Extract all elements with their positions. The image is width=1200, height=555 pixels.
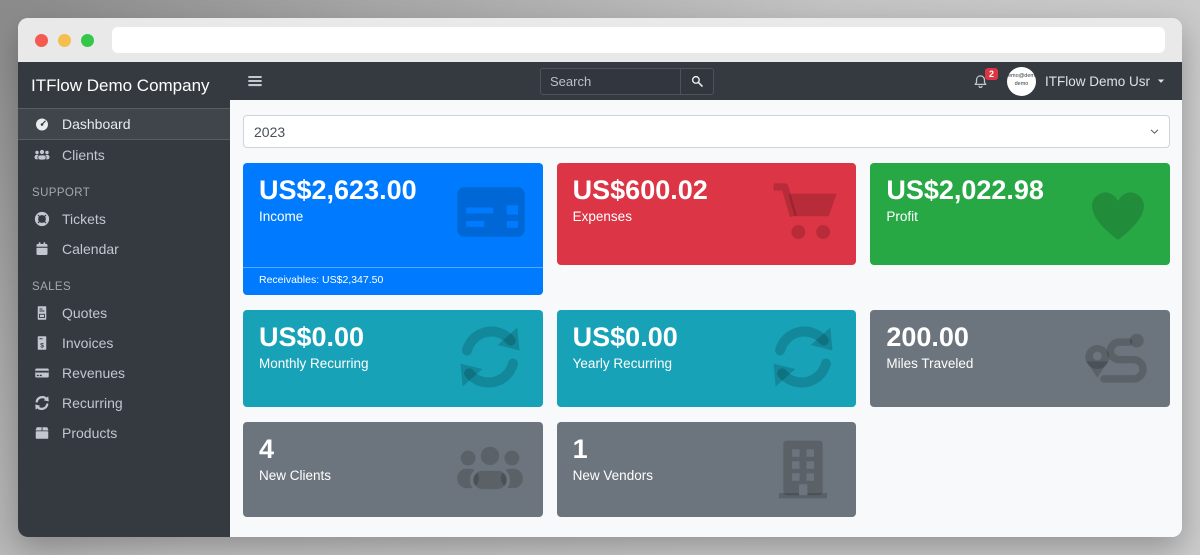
user-menu[interactable]: ITFlow Demo Usr xyxy=(1045,74,1166,89)
search-icon xyxy=(691,75,703,87)
monthly-recurring-label: Monthly Recurring xyxy=(259,356,369,372)
avatar[interactable]: demo@demo demo xyxy=(1006,66,1036,96)
sidebar: ITFlow Demo Company Dashboard Clients SU… xyxy=(18,62,230,537)
maximize-window-button[interactable] xyxy=(81,33,94,47)
sidebar-item-label: Dashboard xyxy=(62,116,131,132)
yearly-recurring-label: Yearly Recurring xyxy=(572,356,672,372)
sidebar-item-label: Invoices xyxy=(62,335,114,351)
miles-traveled-value: 200.00 xyxy=(886,322,969,352)
income-label: Income xyxy=(259,209,304,225)
new-vendors-label: New Vendors xyxy=(572,468,653,484)
calendar-icon xyxy=(32,241,52,257)
new-vendors-card[interactable]: 1 New Vendors xyxy=(556,422,857,517)
file-invoice-icon xyxy=(32,305,52,321)
route-icon xyxy=(1080,322,1154,392)
profit-card[interactable]: US$2,022.98 Profit xyxy=(870,163,1170,265)
menu-toggle-button[interactable] xyxy=(246,72,264,90)
new-clients-card[interactable]: 4 New Clients xyxy=(243,422,543,517)
browser-window: ITFlow Demo Company Dashboard Clients SU… xyxy=(18,18,1182,537)
sidebar-item-revenues[interactable]: Revenues xyxy=(18,358,230,388)
life-ring-icon xyxy=(32,211,52,227)
address-bar[interactable] xyxy=(112,27,1165,53)
sidebar-item-label: Tickets xyxy=(62,211,106,227)
sidebar-item-label: Quotes xyxy=(62,305,108,321)
expenses-value: US$600.02 xyxy=(572,175,708,205)
sidebar-item-quotes[interactable]: Quotes xyxy=(18,298,230,328)
sidebar-item-label: Recurring xyxy=(62,395,123,411)
user-name: ITFlow Demo Usr xyxy=(1044,73,1150,89)
miles-traveled-card[interactable]: 200.00 Miles Traveled xyxy=(870,310,1170,407)
close-window-button[interactable] xyxy=(35,33,48,47)
miles-traveled-label: Miles Traveled xyxy=(886,356,974,372)
new-clients-value: 4 xyxy=(259,434,275,464)
sidebar-item-label: Revenues xyxy=(62,365,126,381)
sync-icon xyxy=(453,322,527,392)
sidebar-item-products[interactable]: Products xyxy=(18,418,230,448)
shopping-cart-icon xyxy=(768,178,840,250)
income-value: US$2,623.00 xyxy=(259,175,417,205)
sidebar-item-recurring[interactable]: Recurring xyxy=(18,388,230,418)
sidebar-heading-sales: SALES xyxy=(32,281,72,293)
expenses-label: Expenses xyxy=(572,209,632,225)
sync-icon xyxy=(766,322,840,392)
monthly-recurring-card[interactable]: US$0.00 Monthly Recurring xyxy=(243,310,543,407)
sidebar-item-label: Clients xyxy=(62,147,105,163)
notification-badge: 2 xyxy=(984,67,998,80)
dashboard-content: 2023 US$2,623.00 Income Receivables xyxy=(230,100,1182,537)
hamburger-icon xyxy=(248,75,262,87)
users-icon xyxy=(453,434,527,504)
search-form xyxy=(540,67,714,95)
svg-text:$: $ xyxy=(40,343,44,350)
bell-icon xyxy=(974,74,987,88)
sidebar-heading-support: SUPPORT xyxy=(32,187,91,199)
sidebar-item-label: Calendar xyxy=(62,241,119,257)
caret-down-icon xyxy=(1157,79,1165,83)
year-select[interactable]: 2023 xyxy=(243,115,1170,148)
sidebar-item-label: Products xyxy=(62,425,118,441)
browser-chrome xyxy=(18,18,1182,62)
sidebar-item-calendar[interactable]: Calendar xyxy=(18,234,230,264)
expenses-card[interactable]: US$600.02 Expenses xyxy=(556,163,857,265)
notifications-button[interactable]: 2 xyxy=(972,67,998,90)
income-receivables: Receivables: US$2,347.50 xyxy=(243,267,543,295)
minimize-window-button[interactable] xyxy=(58,33,71,47)
sidebar-item-invoices[interactable]: $ Invoices xyxy=(18,328,230,358)
monthly-recurring-value: US$0.00 xyxy=(259,322,365,352)
credit-card-icon xyxy=(455,176,527,248)
tachometer-icon xyxy=(32,116,52,132)
stats-grid: US$2,623.00 Income Receivables: US$2,347… xyxy=(243,163,1170,517)
search-button[interactable] xyxy=(680,67,714,95)
search-input[interactable] xyxy=(540,67,680,95)
profit-label: Profit xyxy=(886,209,918,225)
top-navbar: 2 demo@demo demo ITFlow Demo Usr xyxy=(230,62,1182,100)
profit-value: US$2,022.98 xyxy=(886,175,1044,205)
income-card[interactable]: US$2,623.00 Income Receivables: US$2,347… xyxy=(243,163,543,295)
file-invoice-dollar-icon: $ xyxy=(32,335,52,351)
credit-card-icon xyxy=(32,365,52,381)
building-icon xyxy=(766,434,840,504)
company-name[interactable]: ITFlow Demo Company xyxy=(31,76,210,95)
new-vendors-value: 1 xyxy=(572,434,588,464)
yearly-recurring-card[interactable]: US$0.00 Yearly Recurring xyxy=(556,310,857,407)
users-icon xyxy=(32,147,52,163)
new-clients-label: New Clients xyxy=(259,468,332,484)
sidebar-item-tickets[interactable]: Tickets xyxy=(18,204,230,234)
sidebar-item-clients[interactable]: Clients xyxy=(18,140,230,170)
sidebar-item-dashboard[interactable]: Dashboard xyxy=(18,108,230,140)
yearly-recurring-value: US$0.00 xyxy=(572,322,678,352)
heart-icon xyxy=(1082,178,1154,250)
sync-icon xyxy=(32,395,52,411)
box-icon xyxy=(32,425,52,441)
